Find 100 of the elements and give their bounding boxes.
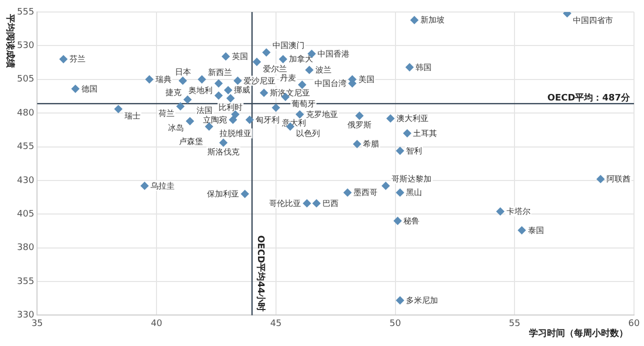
point [518, 226, 526, 234]
annotation: 阿联酋 [606, 174, 631, 184]
x-tick-label: 45 [270, 318, 282, 329]
annotation: 黑山 [406, 188, 422, 198]
point [305, 66, 314, 74]
point [71, 84, 80, 93]
point [59, 55, 68, 64]
y-tick-label: 330 [16, 310, 34, 321]
annotation: 波兰 [315, 66, 332, 75]
point [140, 182, 149, 190]
x-tick-label: 50 [390, 318, 402, 329]
annotation: 以色列 [296, 129, 320, 138]
point [186, 117, 194, 126]
annotation: 瑞典 [155, 74, 172, 84]
x-tick-label: 55 [508, 318, 520, 329]
y-tick-label: 430 [16, 176, 34, 186]
annotation: 日本 [174, 67, 191, 76]
point [298, 80, 306, 89]
annotation: 土耳其 [413, 128, 438, 138]
point [596, 175, 605, 184]
point [246, 116, 254, 124]
annotation: 荷兰 [158, 108, 174, 118]
annotation: 乌拉圭 [150, 181, 175, 190]
point [386, 114, 394, 122]
annotation: 加拿大 [289, 54, 314, 64]
annotation: 卢森堡 [179, 137, 204, 146]
annotation: 保加利亚 [206, 190, 239, 198]
y-axis-title: 平均阅读成绩 [4, 13, 16, 68]
annotation: 哥斯达黎加 [392, 174, 432, 184]
y-tick-label: 405 [16, 209, 34, 220]
y-tick-label: 455 [16, 142, 34, 152]
point [205, 122, 214, 131]
point [214, 79, 223, 88]
point [406, 63, 414, 72]
annotation: 匈牙利 [256, 115, 280, 124]
annotation: 芬兰 [69, 54, 86, 64]
point [214, 92, 223, 100]
annotation: 捷克 [166, 88, 182, 98]
annotation: 智利 [406, 146, 422, 156]
point [496, 207, 504, 216]
ref-line-label: OECD平均：487分 [547, 92, 631, 104]
point [222, 52, 230, 60]
point [198, 75, 206, 84]
point [234, 76, 242, 85]
y-tick-label: 380 [16, 243, 34, 254]
annotation: 拉脱维亚 [219, 128, 252, 138]
annotation: 比利时 [218, 102, 243, 112]
annotation: 奥地利 [188, 86, 213, 95]
point [312, 199, 320, 208]
annotation: 泰国 [528, 226, 544, 235]
annotation: 俄罗斯 [347, 120, 372, 130]
annotation: 中国四省市 [573, 16, 614, 25]
point [394, 216, 402, 225]
point [226, 94, 235, 102]
y-tick-label: 505 [16, 74, 34, 85]
point [252, 58, 261, 66]
x-tick-label: 35 [31, 318, 43, 329]
y-tick-label: 355 [16, 276, 34, 287]
annotation: 中国澳门 [272, 41, 304, 50]
point [355, 112, 364, 120]
annotation: 瑞士 [124, 112, 140, 121]
annotation: 中国台湾 [314, 79, 346, 88]
point [178, 76, 187, 85]
point [145, 75, 154, 84]
annotation: 多米尼加 [406, 296, 438, 305]
annotation: 葡萄牙 [291, 99, 316, 108]
point [396, 188, 404, 197]
point [176, 102, 184, 110]
point [302, 199, 311, 208]
annotation: 哥伦比亚 [268, 198, 301, 208]
annotation: 希腊 [363, 140, 380, 149]
annotation: 韩国 [416, 62, 432, 72]
x-tick-label: 40 [150, 318, 163, 329]
point [410, 16, 418, 24]
point [262, 48, 270, 56]
annotation: 墨西哥 [354, 188, 378, 198]
point [279, 55, 288, 64]
annotation: 立陶宛 [202, 115, 227, 124]
annotation: 新西兰 [208, 68, 232, 77]
point [403, 129, 412, 138]
annotation: 爱尔兰 [262, 64, 287, 74]
point [344, 188, 352, 197]
annotation: 法国 [196, 106, 213, 116]
annotation: 克罗地亚 [306, 110, 338, 119]
annotation: 德国 [81, 84, 98, 94]
annotation: 秘鲁 [404, 216, 420, 226]
annotation: 美国 [358, 74, 374, 84]
point [240, 190, 249, 198]
x-tick-label: 60 [628, 318, 640, 329]
point [224, 86, 232, 94]
annotation: 挪威 [234, 86, 250, 95]
annotation: 澳大利亚 [396, 114, 428, 124]
point [296, 110, 304, 118]
y-tick-label: 530 [16, 41, 34, 52]
point [382, 182, 390, 190]
y-tick-label: 555 [16, 7, 34, 18]
annotation: 巴西 [322, 198, 338, 208]
point [396, 146, 404, 155]
annotation: 丹麦 [280, 73, 296, 82]
point [272, 104, 280, 112]
